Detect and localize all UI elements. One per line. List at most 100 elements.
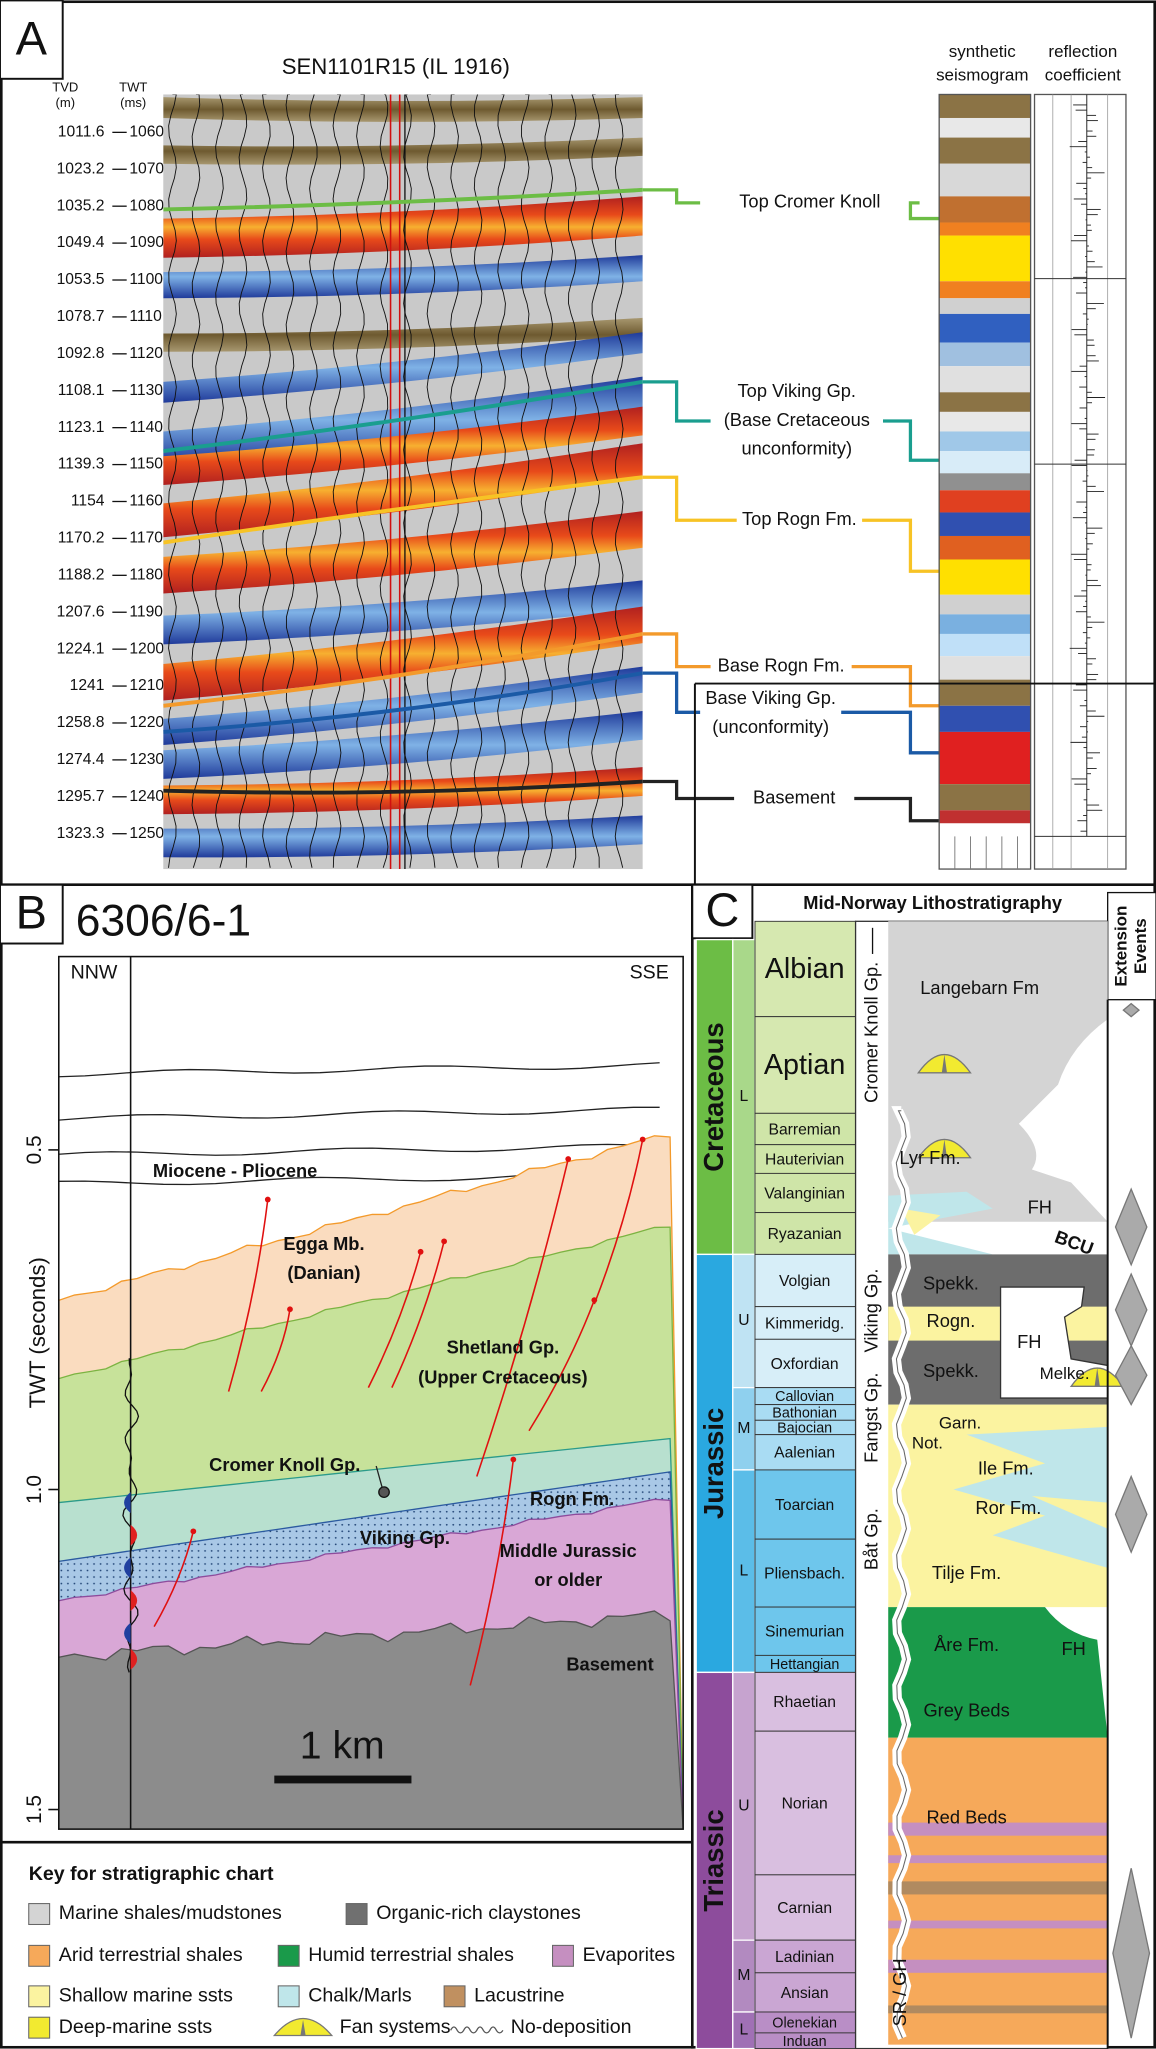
synthetic-stripe <box>939 222 1030 235</box>
stage-label: Kimmeridg. <box>765 1315 844 1332</box>
synthetic-stripe <box>939 298 1030 314</box>
formation-label: Spekk. <box>923 1360 979 1381</box>
twt-label: 1130 <box>129 382 163 399</box>
twt-label: 1150 <box>129 456 163 473</box>
synthetic-stripe <box>939 490 1030 512</box>
key-label: Fan systems <box>340 2016 451 2038</box>
formation-label: FH <box>1017 1331 1041 1352</box>
epoch-label: L <box>740 2021 749 2038</box>
horizon-label: Base Rogn Fm. <box>718 654 845 675</box>
shallow-sst <box>888 1307 1107 1341</box>
twt-label: 1220 <box>129 714 164 731</box>
stage-label: Ansian <box>781 1985 829 2002</box>
fault-tip <box>565 1156 571 1162</box>
key-label: Arid terrestrial shales <box>59 1944 243 1966</box>
key-label: Chalk/Marls <box>308 1984 412 2006</box>
synthetic-stripe <box>939 196 1030 222</box>
synthetic-stripe <box>939 412 1030 432</box>
synthetic-stripe <box>939 281 1030 298</box>
panel-label: B <box>16 886 47 939</box>
stage-label: Callovian <box>775 1389 834 1405</box>
direction-label: SSE <box>630 962 669 984</box>
tvd-label: 1295.7 <box>57 788 105 805</box>
axis-header: TVD <box>52 79 78 94</box>
evaporite-band <box>888 1921 1107 1929</box>
y-tick-label: 1.5 <box>23 1795 46 1824</box>
group-label: Viking Gp. <box>860 1269 881 1353</box>
tvd-label: 1207.6 <box>57 603 105 620</box>
stage-label: Pliensbach. <box>764 1566 845 1583</box>
section-title: Mid-Norway Lithostratigraphy <box>803 892 1063 913</box>
formation-label: Åre Fm. <box>934 1634 999 1655</box>
synthetic-stripe <box>939 512 1030 536</box>
horizon-label: Top Viking Gp. <box>738 380 856 401</box>
column-header: coefficient <box>1045 66 1121 85</box>
key-swatch <box>444 1986 465 2007</box>
stage-label: Rhaetian <box>773 1694 836 1711</box>
stage-label: Ryazanian <box>768 1226 842 1243</box>
stage-label: Volgian <box>779 1273 830 1290</box>
axis-header: TWT <box>119 79 147 94</box>
scale-label: 1 km <box>300 1724 385 1767</box>
synthetic-stripe <box>939 451 1030 473</box>
formation-label: Spekk. <box>923 1272 979 1293</box>
synthetic-stripe <box>939 784 1030 810</box>
tvd-label: 1108.1 <box>58 382 105 399</box>
synthetic-stripe <box>939 614 1030 634</box>
synthetic-stripe <box>939 164 1030 197</box>
horizon-label: Top Cromer Knoll <box>739 191 880 212</box>
synthetic-stripe <box>939 94 1030 118</box>
formation-label: Ror Fm. <box>975 1497 1041 1518</box>
twt-label: 1240 <box>129 788 164 805</box>
tvd-label: 1023.2 <box>57 160 105 177</box>
stage-label: Oxfordian <box>771 1356 839 1373</box>
scale-bar <box>274 1776 411 1784</box>
stage-label: Aptian <box>764 1049 845 1081</box>
synthetic-stripe <box>939 314 1030 343</box>
synthetic-stripe <box>939 343 1030 367</box>
key-swatch <box>278 1945 299 1966</box>
key-swatch <box>29 1986 50 2007</box>
horizon-label: (Base Cretaceous <box>724 409 870 430</box>
unit-label: Basement <box>566 1654 653 1675</box>
synthetic-stripe <box>939 634 1030 656</box>
reflection-frame <box>1035 94 1126 869</box>
synthetic-stripe <box>939 732 1030 784</box>
formation-label: Ile Fm. <box>978 1458 1034 1479</box>
twt-label: 1070 <box>129 160 164 177</box>
epoch-label: U <box>738 1312 749 1329</box>
axis-title: TWT (seconds) <box>25 1257 50 1408</box>
section-title: 6306/6-1 <box>76 897 251 946</box>
stage-label: Norian <box>782 1795 828 1812</box>
unit-label: Viking Gp. <box>360 1527 450 1548</box>
evaporite-band <box>888 1881 1107 1894</box>
unit-label: Middle Jurassic <box>500 1540 637 1561</box>
key-swatch <box>278 1986 299 2007</box>
unit-label: (Danian) <box>287 1262 360 1283</box>
formation-label: FH <box>1028 1197 1052 1218</box>
synthetic-stripe <box>939 236 1030 282</box>
synthetic-stripe <box>939 473 1030 490</box>
formation-label: Rogn. <box>927 1310 976 1331</box>
key-label: Deep-marine ssts <box>59 2016 213 2038</box>
key-title: Key for stratigraphic chart <box>29 1863 274 1885</box>
tvd-label: 1274.4 <box>57 751 105 768</box>
synthetic-stripe <box>939 366 1030 392</box>
tvd-label: 1154 <box>71 493 105 510</box>
formation-label: Lyr Fm. <box>899 1147 960 1168</box>
key-label: No-deposition <box>511 2016 632 2038</box>
fault-tip <box>441 1238 447 1244</box>
tvd-label: 1323.3 <box>57 825 105 842</box>
unit-label: Miocene - Pliocene <box>153 1160 317 1181</box>
evaporite-band <box>888 2005 1107 2013</box>
unit-label: Egga Mb. <box>283 1233 364 1254</box>
column-header: reflection <box>1048 42 1117 61</box>
twt-label: 1090 <box>129 234 164 251</box>
key-swatch <box>29 1945 50 1966</box>
key-label: Marine shales/mudstones <box>59 1902 282 1924</box>
horizon-label: unconformity) <box>741 438 852 459</box>
synthetic-stripe <box>939 536 1030 560</box>
twt-label: 1190 <box>129 603 163 620</box>
twt-label: 1140 <box>129 419 163 436</box>
tvd-label: 1035.2 <box>57 197 105 214</box>
